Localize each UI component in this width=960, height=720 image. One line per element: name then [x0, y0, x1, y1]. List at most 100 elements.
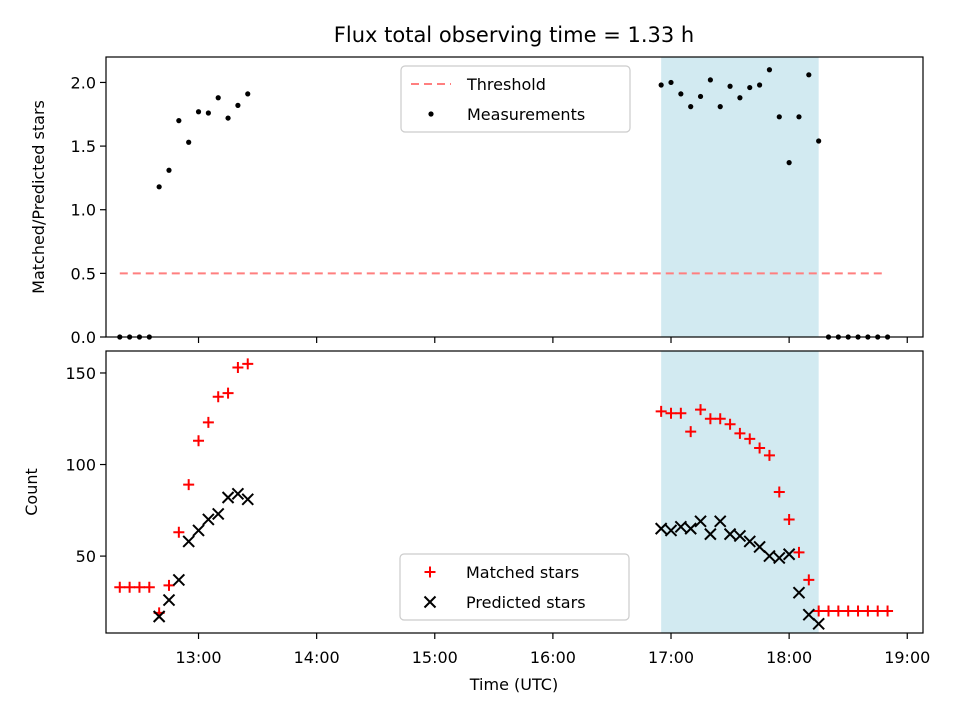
predicted-star-point [152, 610, 166, 623]
chart-title: Flux total observing time = 1.33 h [334, 23, 694, 47]
matched-star-point [754, 442, 766, 454]
predicted-star-point [723, 527, 737, 541]
predicted-star-point [773, 551, 786, 565]
legend-label: Measurements [467, 105, 585, 124]
matched-star-point [242, 358, 254, 370]
measurement-point [186, 139, 192, 145]
predicted-star-point [812, 617, 825, 631]
matched-star-point [832, 605, 844, 617]
matched-star-point [133, 581, 145, 593]
predicted-star-point [654, 522, 668, 535]
top-y-axis-label: Matched/Predicted stars [29, 100, 48, 294]
predicted-star-point [733, 529, 747, 543]
measurement-point [166, 167, 172, 173]
predicted-star-point [714, 515, 727, 528]
matched-star-point [852, 605, 864, 617]
top-y-tick-label: 0.0 [71, 328, 96, 347]
predicted-star-point [172, 573, 186, 587]
measurement-point [668, 79, 674, 86]
matched-star-point [823, 605, 835, 617]
predicted-star-point [182, 535, 195, 548]
measurement-point [776, 114, 782, 120]
measurement-point [786, 160, 792, 166]
matched-star-point [734, 427, 746, 439]
predicted-star-point [664, 524, 678, 537]
top-y-tick-label: 1.0 [71, 201, 96, 220]
predicted-star-point [162, 593, 176, 607]
matched-star-point [842, 605, 854, 617]
measurement-point [697, 93, 704, 100]
matched-star-point [882, 605, 894, 617]
x-tick-label: 17:00 [648, 648, 694, 667]
x-tick-label: 15:00 [412, 648, 458, 667]
measurement-point [717, 104, 723, 110]
measurement-point [737, 95, 743, 101]
top-highlight-span [661, 57, 819, 337]
x-tick-label: 13:00 [175, 648, 221, 667]
measurement-point [806, 72, 812, 78]
predicted-star-point [763, 549, 776, 563]
measurement-point [245, 91, 251, 97]
matched-star-point [695, 404, 707, 416]
bottom-axes-frame [105, 350, 924, 634]
predicted-star-point [212, 507, 225, 521]
bottom-y-tick-label: 100 [65, 456, 96, 475]
measurement-point [156, 184, 162, 190]
bottom-legend: Matched stars Predicted stars [399, 553, 630, 621]
bottom-y-tick-label: 50 [76, 547, 96, 566]
matched-star-point [724, 418, 736, 430]
matched-star-point [862, 605, 874, 617]
matched-star-point [193, 435, 205, 447]
legend-label: Threshold [466, 75, 546, 94]
top-y-tick-label: 0.5 [71, 264, 96, 283]
matched-star-point [744, 433, 756, 445]
measurement-point [658, 82, 664, 88]
predicted-star-point [231, 487, 245, 501]
top-legend-box [400, 65, 631, 133]
legend-measurement-swatch [428, 111, 434, 117]
count-panel: 50 100 150 13:00 14:00 15:00 16:00 17:00 18:00 19… [65, 350, 930, 667]
measurement-point [225, 115, 231, 121]
predicted-star-point [192, 524, 205, 537]
legend-predicted-swatch [423, 595, 437, 609]
legend-label: Matched stars [466, 563, 579, 582]
ratio-panel: 0.0 0.5 1.0 1.5 2.0 Threshold Measurements [71, 56, 924, 347]
matched-star-point [675, 407, 687, 419]
matched-star-point [143, 581, 155, 593]
matched-star-point [212, 391, 224, 403]
predicted-star-point [743, 535, 756, 548]
measurement-point [766, 67, 773, 73]
predicted-star-point [202, 513, 215, 526]
predicted-star-point [241, 493, 254, 506]
matched-star-point [773, 486, 785, 498]
x-tick-label: 14:00 [294, 648, 340, 667]
measurement-point [757, 82, 763, 88]
matched-star-point [813, 605, 825, 617]
predicted-star-point [792, 586, 806, 599]
matched-star-point [704, 413, 716, 425]
matched-star-point [163, 579, 175, 591]
matched-star-point [232, 361, 244, 373]
predicted-star-point [674, 520, 688, 533]
measurement-point [195, 109, 202, 115]
bottom-y-tick-label: 150 [65, 364, 96, 383]
matched-star-point [685, 426, 697, 438]
legend-label: Predicted stars [466, 593, 586, 612]
predicted-star-point [802, 608, 816, 621]
measurement-point [796, 114, 802, 120]
top-y-tick-label: 1.5 [71, 137, 96, 156]
legend-matched-swatch [424, 566, 436, 578]
measurement-point [678, 91, 684, 97]
matched-star-point [173, 526, 185, 538]
matched-star-point [872, 605, 884, 617]
x-tick-label: 19:00 [884, 648, 930, 667]
measurement-point [747, 84, 753, 91]
matched-star-point [714, 413, 726, 425]
measurement-point [215, 95, 221, 101]
measurement-point [727, 83, 733, 89]
predicted-star-point [704, 527, 717, 541]
measurement-point [816, 138, 822, 144]
x-tick-label: 18:00 [766, 648, 812, 667]
predicted-star-point [694, 515, 707, 528]
